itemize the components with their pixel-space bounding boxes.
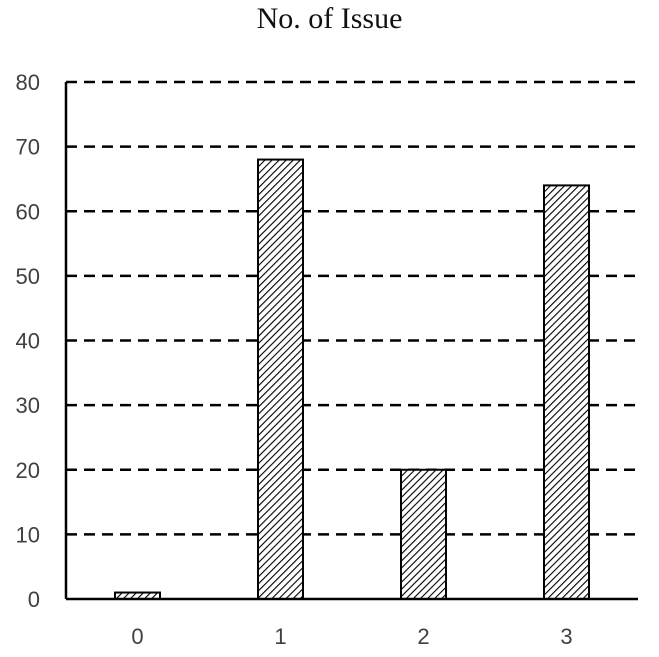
bar bbox=[257, 158, 304, 601]
y-tick-label: 50 bbox=[16, 264, 40, 289]
bar bbox=[400, 468, 447, 600]
x-tick-label: 0 bbox=[131, 624, 143, 649]
bar bbox=[543, 184, 590, 600]
x-tick-label: 1 bbox=[274, 624, 286, 649]
y-tick-label: 0 bbox=[28, 587, 40, 612]
y-tick-label: 40 bbox=[16, 329, 40, 354]
gridlines bbox=[66, 80, 638, 536]
bars bbox=[114, 158, 590, 601]
y-tick-label: 20 bbox=[16, 458, 40, 483]
x-tick-label: 3 bbox=[560, 624, 572, 649]
tick-labels: 0 10 20 30 40 50 60 70 80 0 1 2 3 bbox=[16, 70, 573, 649]
chart-title: No. of Issue bbox=[256, 2, 403, 35]
y-tick-label: 60 bbox=[16, 199, 40, 224]
y-tick-label: 10 bbox=[16, 522, 40, 547]
y-tick-label: 80 bbox=[16, 70, 40, 95]
axes bbox=[64, 82, 638, 601]
y-tick-label: 30 bbox=[16, 393, 40, 418]
y-tick-label: 70 bbox=[16, 135, 40, 160]
x-tick-label: 2 bbox=[417, 624, 429, 649]
